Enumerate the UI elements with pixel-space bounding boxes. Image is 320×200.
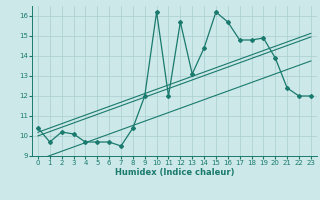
X-axis label: Humidex (Indice chaleur): Humidex (Indice chaleur) (115, 168, 234, 177)
